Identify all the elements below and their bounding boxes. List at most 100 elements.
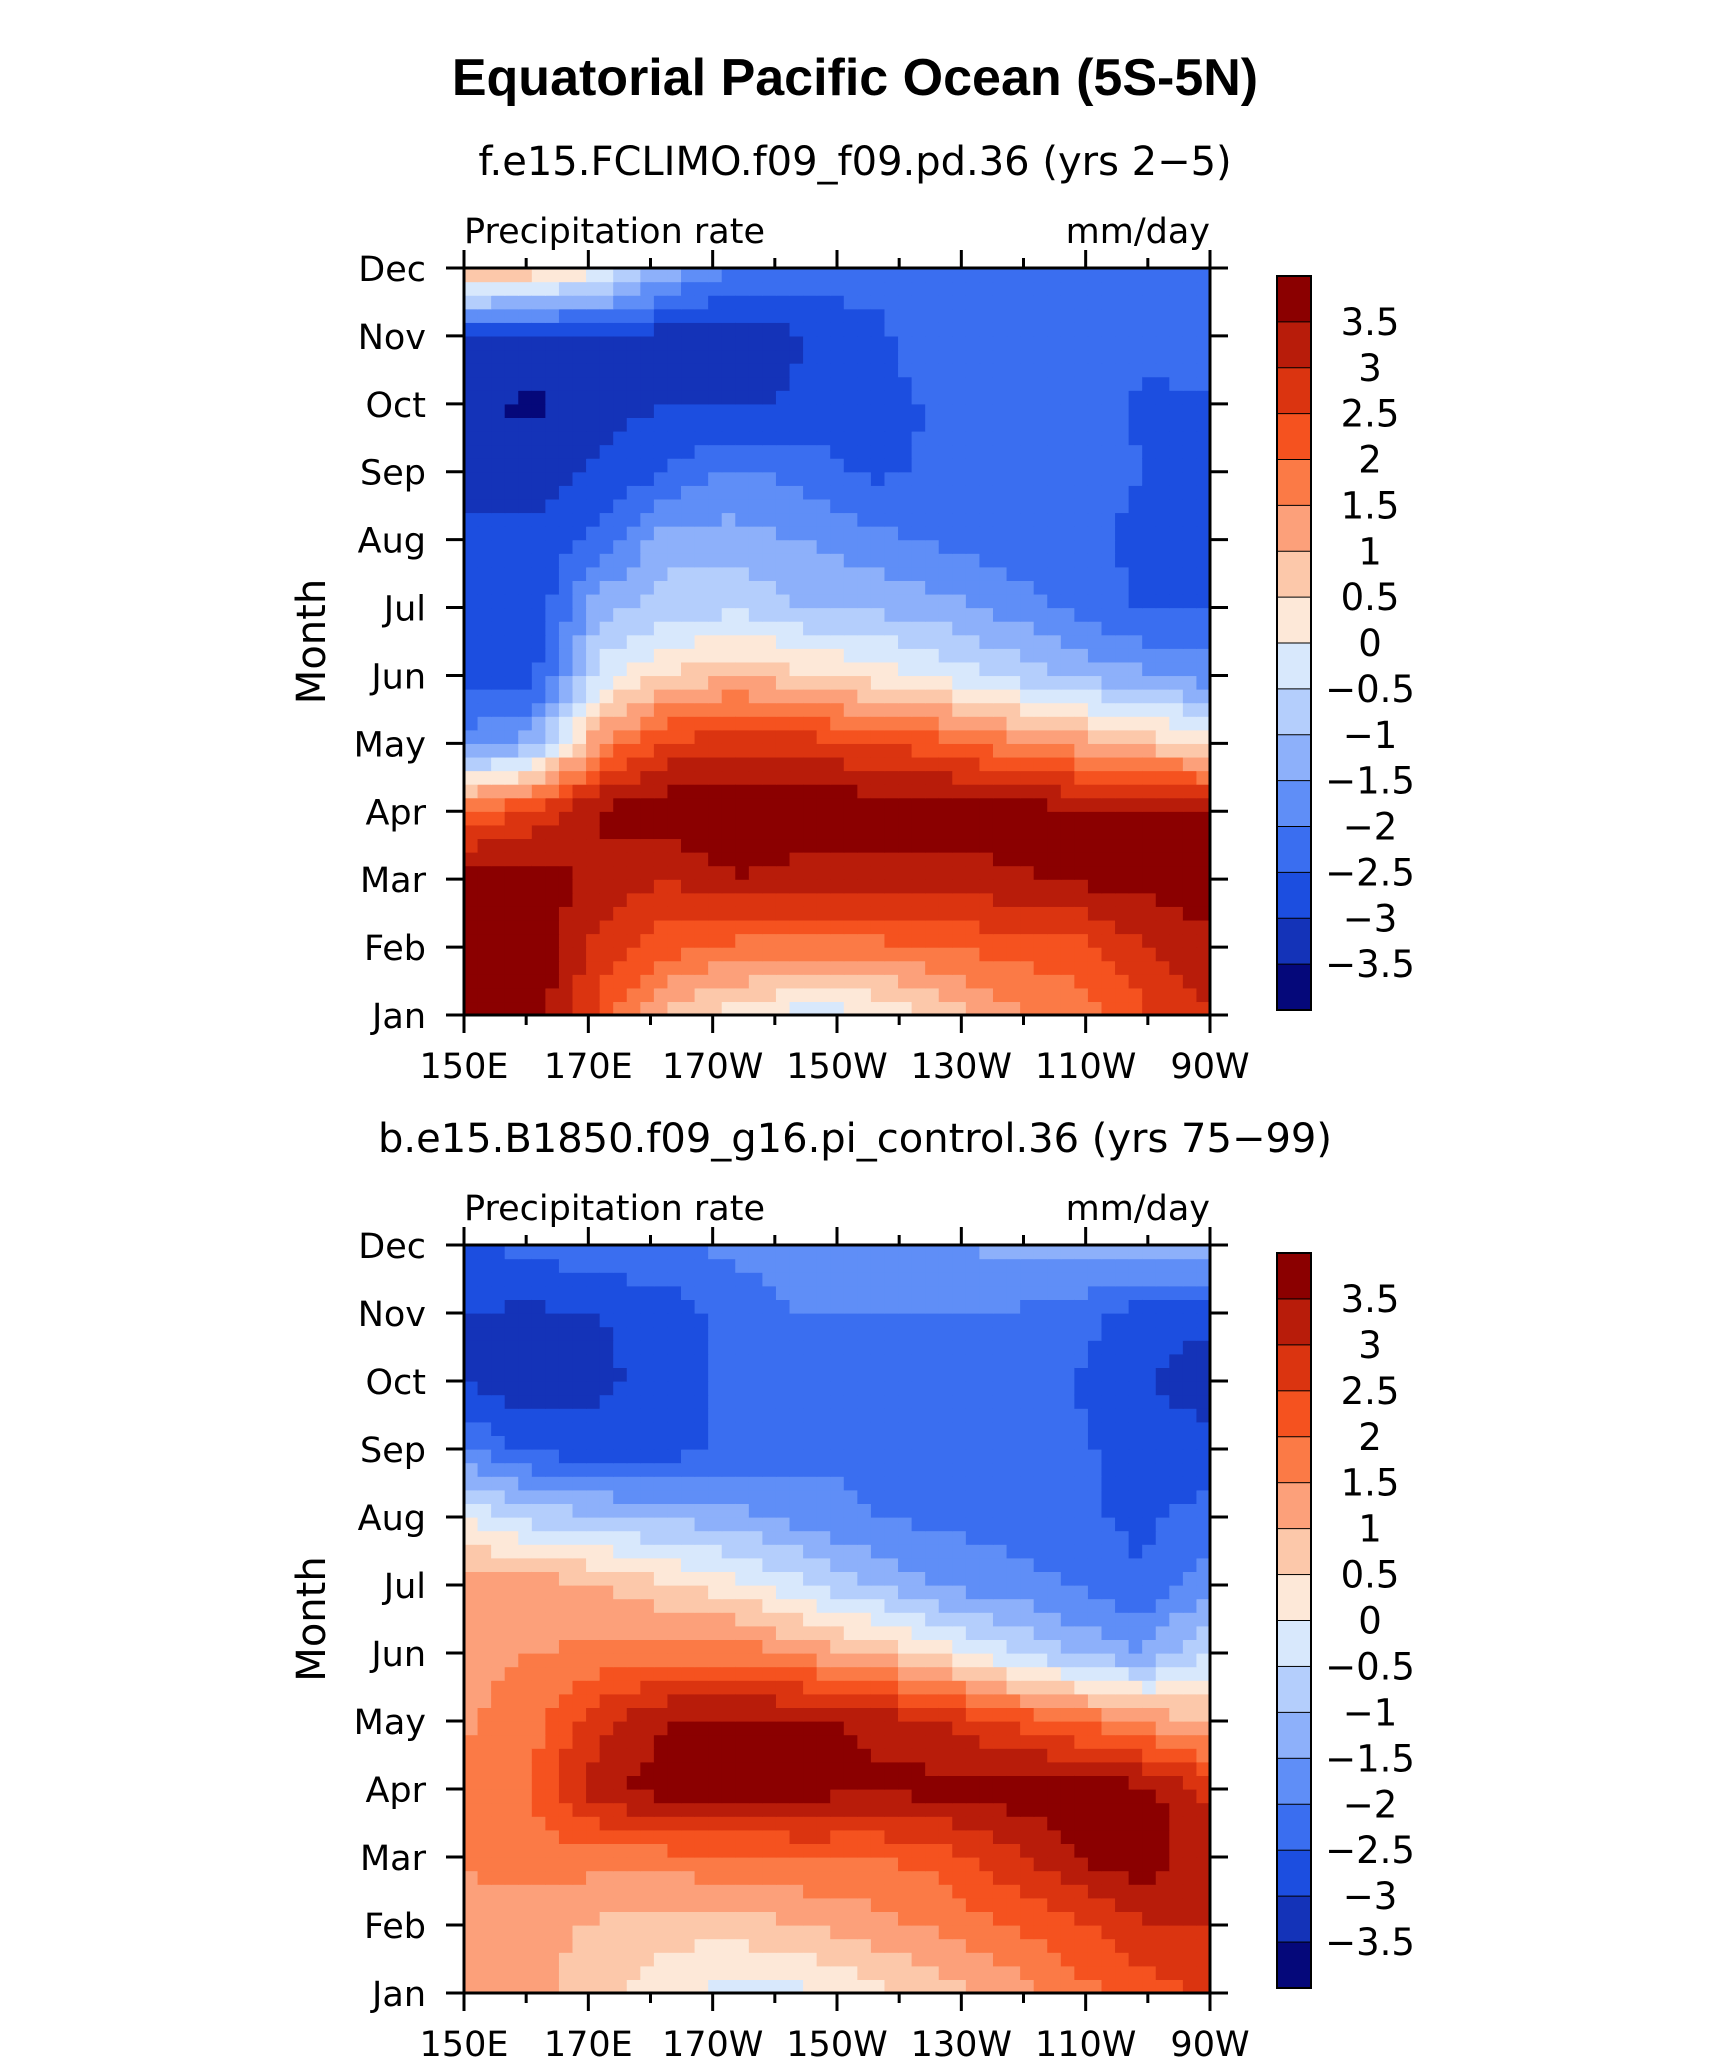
- contour-cell: [1020, 1653, 1035, 1668]
- contour-cell: [694, 824, 709, 840]
- contour-cell: [640, 1938, 655, 1953]
- contour-cell: [748, 675, 763, 690]
- contour-cell: [1182, 1721, 1198, 1736]
- contour-cell: [708, 1857, 723, 1872]
- contour-cell: [531, 593, 546, 609]
- contour-cell: [1074, 1952, 1089, 1967]
- contour-cell: [1087, 797, 1103, 812]
- y-tick-label: Aug: [358, 522, 426, 562]
- contour-cell: [504, 852, 519, 867]
- contour-cell: [613, 1693, 628, 1708]
- contour-cell: [721, 390, 736, 405]
- contour-cell: [762, 1870, 777, 1885]
- contour-cell: [558, 770, 574, 785]
- contour-cell: [1060, 1979, 1075, 1993]
- contour-cell: [748, 498, 763, 514]
- contour-cell: [1087, 417, 1103, 432]
- contour-cell: [762, 1693, 777, 1708]
- contour-cell: [1047, 933, 1062, 948]
- contour-cell: [721, 1530, 736, 1545]
- contour-cell: [1196, 1585, 1210, 1600]
- contour-cell: [870, 471, 886, 486]
- contour-cell: [531, 444, 546, 459]
- contour-cell: [952, 756, 967, 772]
- contour-cell: [762, 987, 777, 1003]
- contour-cell: [1142, 607, 1157, 622]
- contour-cell: [1115, 335, 1130, 351]
- contour-cell: [1169, 770, 1184, 785]
- contour-cell: [667, 335, 682, 351]
- contour-cell: [789, 743, 804, 758]
- contour-cell: [640, 403, 655, 418]
- contour-cell: [1169, 1870, 1184, 1885]
- contour-cell: [572, 784, 587, 799]
- contour-cell: [694, 1557, 709, 1572]
- contour-cell: [1115, 933, 1130, 948]
- contour-cell: [1006, 308, 1021, 323]
- contour-cell: [1155, 1761, 1170, 1776]
- contour-cell: [911, 430, 926, 446]
- contour-cell: [884, 987, 899, 1003]
- contour-cell: [1006, 838, 1021, 853]
- contour-cell: [789, 621, 804, 636]
- contour-cell: [464, 1775, 479, 1790]
- colorbar-label: −2.5: [1325, 851, 1415, 894]
- contour-cell: [1006, 1857, 1021, 1872]
- contour-cell: [491, 1843, 506, 1858]
- contour-cell: [464, 1911, 479, 1926]
- contour-cell: [1047, 1761, 1062, 1776]
- contour-cell: [735, 1680, 750, 1695]
- contour-cell: [626, 593, 641, 609]
- contour-cell: [925, 281, 940, 296]
- contour-cell: [558, 838, 574, 853]
- contour-cell: [518, 1965, 533, 1980]
- contour-cell: [613, 1965, 628, 1980]
- contour-cell: [694, 1938, 709, 1953]
- contour-cell: [762, 512, 777, 527]
- contour-cell: [1033, 852, 1048, 867]
- contour-cell: [965, 906, 981, 921]
- contour-cell: [653, 811, 669, 826]
- contour-cell: [613, 1843, 628, 1858]
- contour-cell: [681, 960, 696, 975]
- contour-cell: [884, 1857, 899, 1872]
- contour-cell: [477, 444, 492, 459]
- contour-cell: [545, 580, 560, 595]
- contour-cell: [626, 634, 641, 649]
- contour-cell: [789, 797, 804, 812]
- contour-cell: [857, 1517, 872, 1532]
- contour-cell: [911, 390, 926, 405]
- contour-cell: [1033, 960, 1048, 975]
- contour-cell: [586, 1598, 601, 1613]
- contour-cell: [925, 1802, 940, 1817]
- contour-cell: [1006, 1775, 1021, 1790]
- contour-cell: [803, 1938, 818, 1953]
- contour-cell: [1020, 892, 1035, 907]
- contour-cell: [735, 403, 750, 418]
- contour-cell: [491, 1925, 506, 1940]
- contour-cell: [816, 444, 831, 459]
- contour-cell: [979, 308, 994, 323]
- contour-cell: [667, 1680, 682, 1695]
- contour-cell: [599, 1612, 614, 1627]
- contour-cell: [762, 1816, 777, 1831]
- contour-cell: [992, 675, 1008, 690]
- contour-cell: [531, 648, 546, 663]
- contour-cell: [531, 1897, 546, 1912]
- contour-cell: [626, 1870, 641, 1885]
- contour-cell: [681, 403, 696, 418]
- contour-cell: [870, 1517, 886, 1532]
- contour-cell: [477, 1965, 492, 1980]
- contour-cell: [613, 1530, 628, 1545]
- contour-cell: [830, 553, 845, 568]
- contour-cell: [1115, 268, 1130, 283]
- contour-cell: [708, 430, 723, 446]
- contour-cell: [857, 403, 872, 418]
- contour-cell: [1115, 526, 1130, 541]
- contour-cell: [1087, 308, 1103, 323]
- contour-cell: [545, 268, 560, 283]
- contour-cell: [965, 607, 981, 622]
- contour-cell: [640, 1897, 655, 1912]
- contour-cell: [1196, 648, 1210, 663]
- contour-cell: [830, 770, 845, 785]
